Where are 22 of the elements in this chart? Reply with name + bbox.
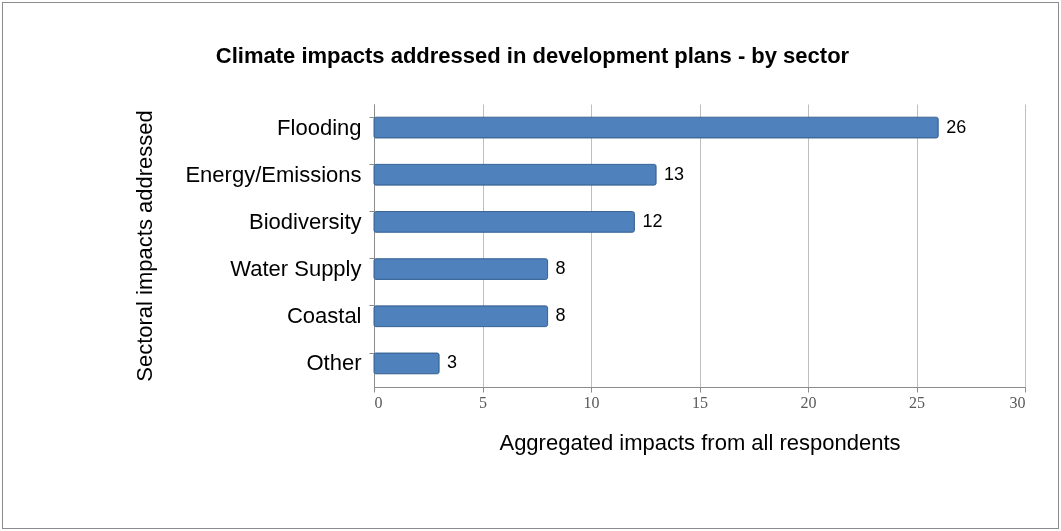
x-tick-label: 30 (1009, 393, 1026, 411)
data-label: 8 (555, 305, 566, 326)
x-tick-label: 10 (583, 393, 600, 411)
y-tick-label: Flooding (277, 114, 362, 140)
x-tick-label: 15 (692, 393, 708, 411)
chart-title: Climate impacts addressed in development plans - by sector (215, 43, 850, 68)
x-tick-label: 0 (374, 393, 383, 411)
y-tick-label: Energy/Emissions (185, 161, 362, 187)
x-tick-label: 25 (909, 393, 925, 411)
y-tick-label: Water Supply (230, 256, 362, 282)
y-tick-label: Biodiversity (249, 208, 362, 234)
data-label: 3 (447, 352, 458, 373)
x-tick-label: 20 (800, 393, 817, 411)
y-axis-title: Sectoral impacts addressed (132, 110, 158, 382)
data-label: 8 (555, 258, 566, 279)
y-tick-label: Coastal (286, 303, 362, 329)
x-axis-title: Aggregated impacts from all respondents (499, 429, 901, 455)
data-label: 13 (664, 163, 685, 184)
y-tick-label: Other (306, 350, 362, 376)
data-label: 26 (946, 116, 967, 137)
data-label: 12 (642, 210, 663, 231)
x-tick-label: 5 (479, 393, 487, 411)
